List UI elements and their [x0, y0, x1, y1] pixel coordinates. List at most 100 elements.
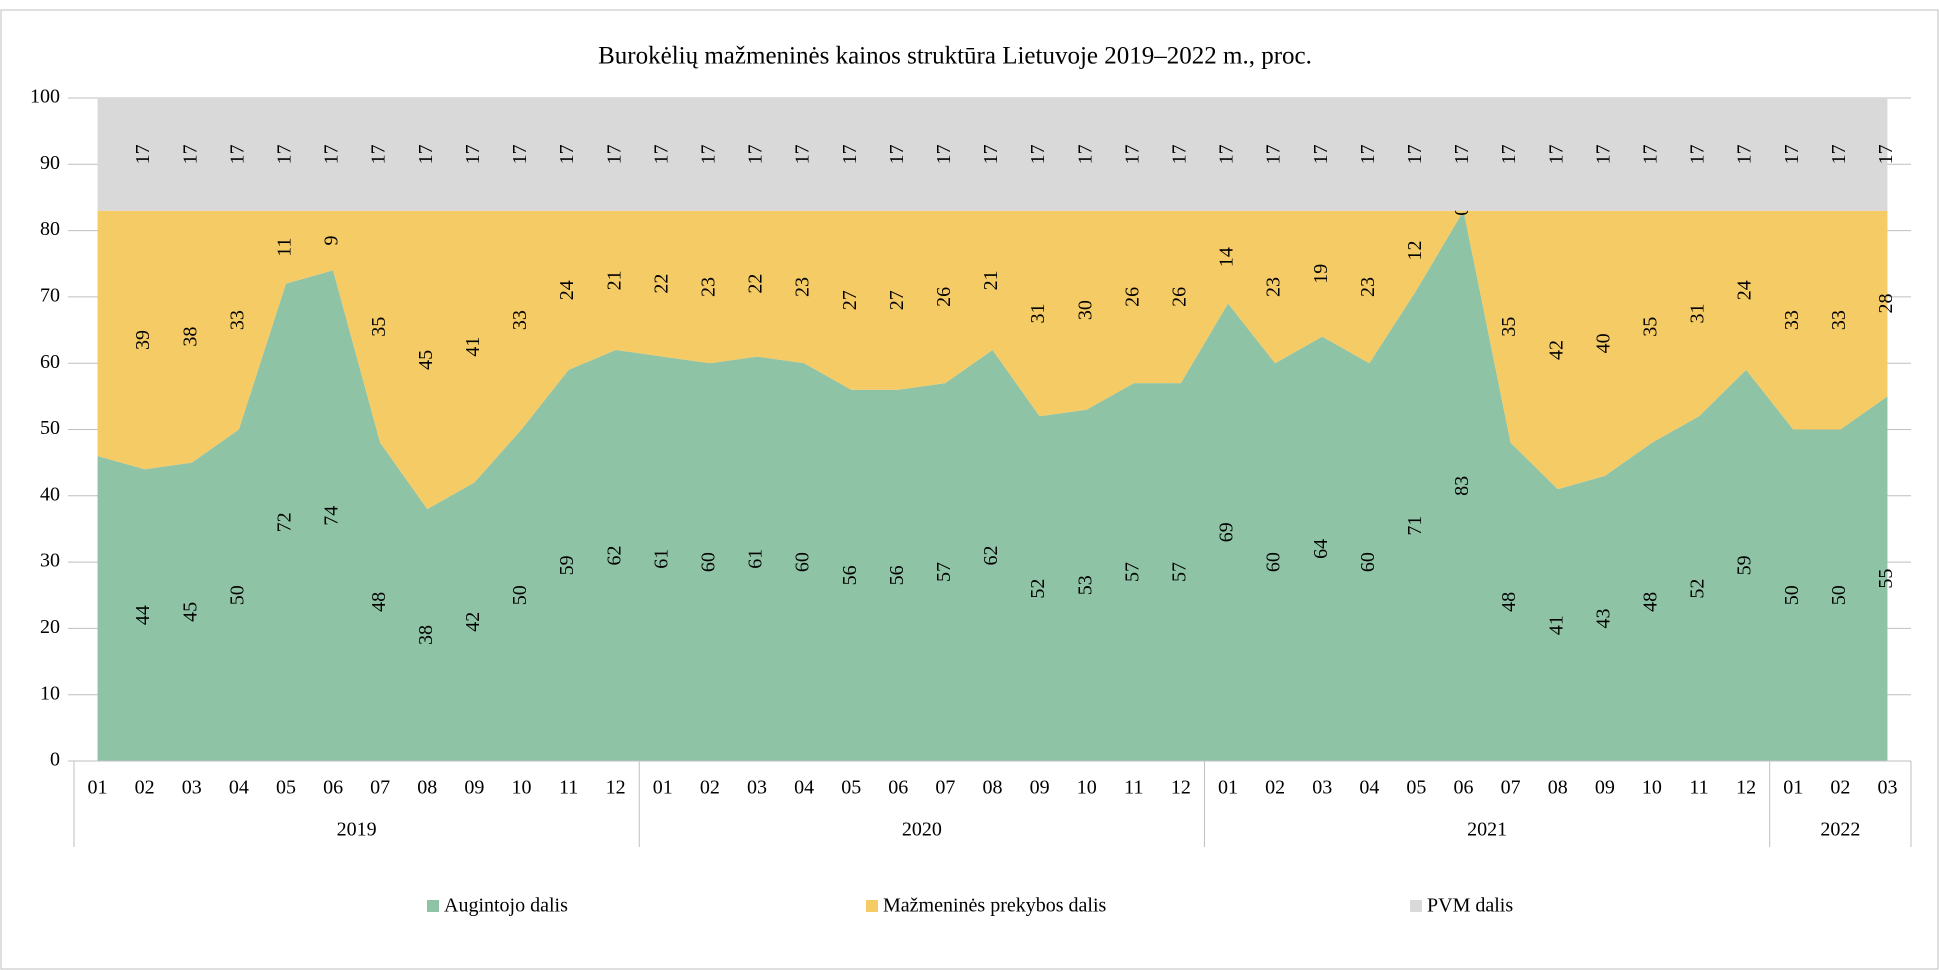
data-label: 50 [509, 585, 531, 605]
area [97, 98, 1888, 211]
data-label: 27 [886, 290, 908, 310]
data-label: 17 [980, 144, 1002, 164]
x-tick-label: 03 [1877, 777, 1897, 799]
data-label: 17 [839, 144, 861, 164]
data-label: 26 [933, 287, 955, 307]
x-tick-label: 11 [1124, 777, 1143, 799]
data-label: 53 [1074, 575, 1096, 595]
data-label: 17 [226, 144, 248, 164]
data-label: 17 [462, 144, 484, 164]
data-label: 17 [1875, 144, 1897, 164]
data-label: 50 [1828, 585, 1850, 605]
data-label: 35 [368, 317, 390, 337]
data-label: 17 [1169, 144, 1191, 164]
x-tick-label: 11 [559, 777, 578, 799]
data-label: 17 [1781, 144, 1803, 164]
data-label: 42 [1545, 340, 1567, 360]
x-tick-label: 02 [1265, 777, 1285, 799]
x-tick-label: 10 [1077, 777, 1097, 799]
legend-label: Mažmeninės prekybos dalis [883, 895, 1106, 917]
data-label: 17 [1310, 144, 1332, 164]
y-tick-label: 20 [40, 616, 60, 638]
data-label: 56 [839, 565, 861, 585]
data-label: 17 [1545, 144, 1567, 164]
data-label: 43 [1592, 608, 1614, 628]
x-tick-label: 04 [229, 777, 249, 799]
x-tick-label: 10 [1642, 777, 1662, 799]
x-group-label: 2019 [337, 819, 377, 841]
data-label: 21 [980, 270, 1002, 290]
data-label: 17 [1451, 144, 1473, 164]
x-tick-label: 01 [88, 777, 108, 799]
data-label: 17 [132, 144, 154, 164]
y-tick-label: 50 [40, 417, 60, 439]
legend-swatch [427, 900, 439, 912]
x-tick-label: 03 [1312, 777, 1332, 799]
legend-label: PVM dalis [1427, 895, 1513, 917]
data-label: 17 [556, 144, 578, 164]
data-label: 17 [1687, 144, 1709, 164]
data-label: 45 [179, 602, 201, 622]
data-label: 17 [697, 144, 719, 164]
y-tick-label: 0 [50, 749, 60, 771]
data-label: 17 [933, 144, 955, 164]
x-tick-label: 03 [747, 777, 767, 799]
x-tick-label: 10 [511, 777, 531, 799]
data-label: 57 [1121, 562, 1143, 582]
data-label: 33 [509, 310, 531, 330]
data-label: 52 [1687, 579, 1709, 599]
data-label: 62 [603, 545, 625, 565]
data-label: 17 [886, 144, 908, 164]
data-label: 61 [650, 549, 672, 569]
data-label: 17 [415, 144, 437, 164]
x-tick-label: 04 [1359, 777, 1379, 799]
data-label: 41 [1545, 615, 1567, 635]
data-label: 17 [274, 144, 296, 164]
data-label: 64 [1310, 539, 1332, 559]
data-label: 23 [697, 277, 719, 297]
y-tick-label: 30 [40, 550, 60, 572]
data-label: 17 [1828, 144, 1850, 164]
x-tick-label: 08 [417, 777, 437, 799]
x-tick-label: 07 [370, 777, 390, 799]
x-tick-label: 09 [464, 777, 484, 799]
y-tick-label: 60 [40, 351, 60, 373]
data-label: 38 [179, 327, 201, 347]
x-tick-label: 09 [1595, 777, 1615, 799]
x-tick-label: 05 [841, 777, 861, 799]
data-label: 23 [1263, 277, 1285, 297]
data-label: 72 [274, 512, 296, 532]
data-label: 17 [745, 144, 767, 164]
x-tick-label: 06 [1454, 777, 1474, 799]
data-label: 17 [1357, 144, 1379, 164]
x-tick-label: 09 [1030, 777, 1050, 799]
data-label: 17 [179, 144, 201, 164]
x-tick-label: 01 [653, 777, 673, 799]
data-label: 44 [132, 605, 154, 625]
x-tick-label: 02 [700, 777, 720, 799]
data-label: 19 [1310, 264, 1332, 284]
area [97, 210, 1888, 761]
x-tick-label: 04 [794, 777, 814, 799]
y-tick-label: 80 [40, 218, 60, 240]
data-label: 40 [1592, 333, 1614, 353]
data-label: 24 [1734, 280, 1756, 300]
data-label: 61 [745, 549, 767, 569]
data-label: 48 [1640, 592, 1662, 612]
x-tick-label: 07 [935, 777, 955, 799]
x-tick-label: 12 [606, 777, 626, 799]
data-label: 28 [1875, 294, 1897, 314]
legend-swatch [866, 900, 878, 912]
data-label: 17 [368, 144, 390, 164]
data-label: 30 [1074, 300, 1096, 320]
data-label: 42 [462, 612, 484, 632]
data-label: 31 [1687, 303, 1709, 323]
data-label: 17 [1027, 144, 1049, 164]
data-label: 17 [1263, 144, 1285, 164]
x-tick-label: 12 [1171, 777, 1191, 799]
data-label: 74 [321, 506, 343, 526]
data-label: 17 [1640, 144, 1662, 164]
legend-label: Augintojo dalis [444, 895, 568, 917]
x-tick-label: 05 [276, 777, 296, 799]
data-label: 17 [1216, 144, 1238, 164]
